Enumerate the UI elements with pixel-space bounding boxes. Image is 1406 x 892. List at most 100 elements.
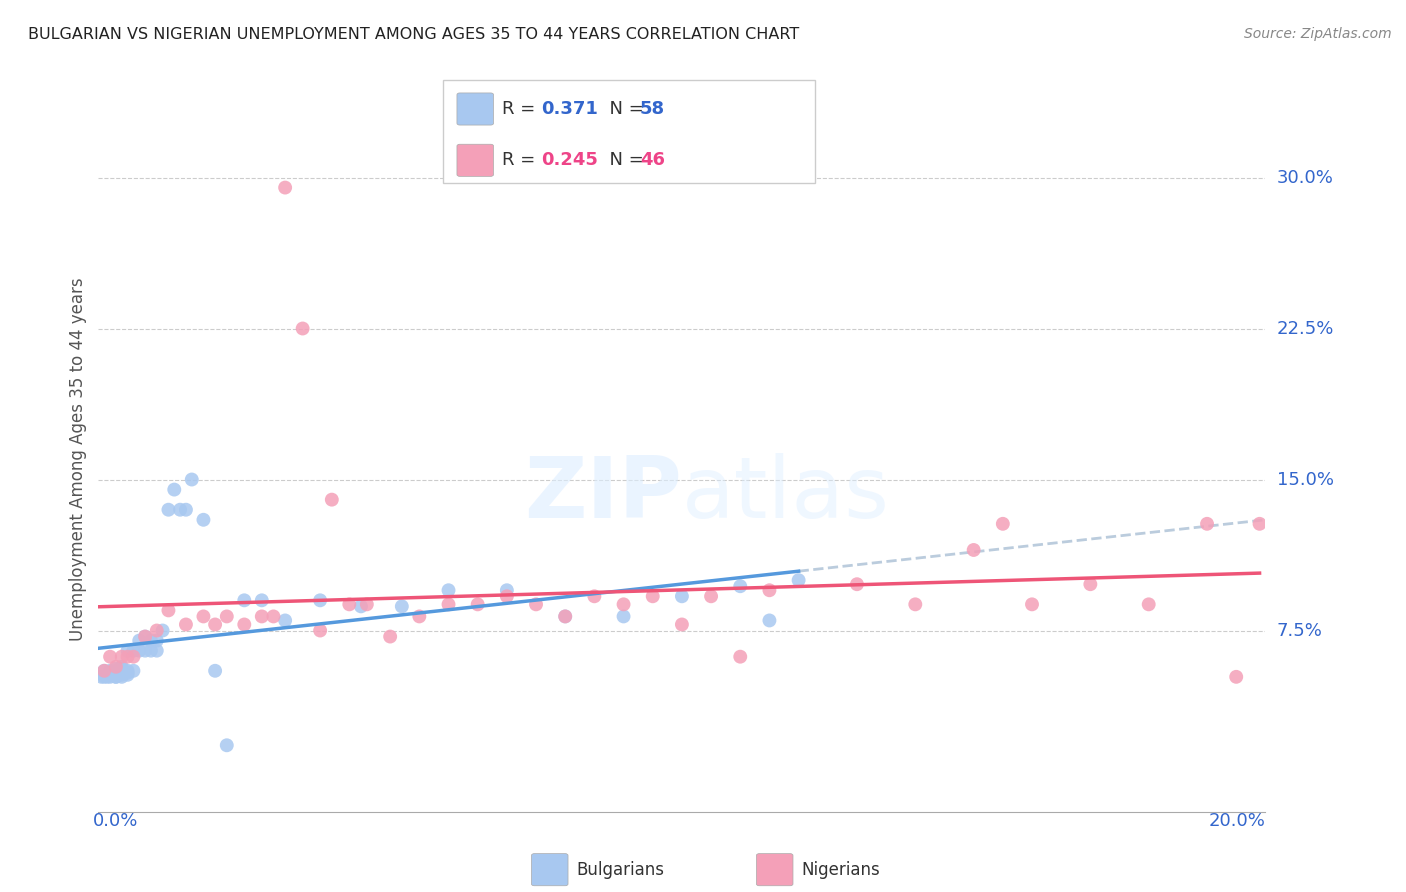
Text: Source: ZipAtlas.com: Source: ZipAtlas.com	[1244, 27, 1392, 41]
Point	[117, 649, 139, 664]
Point	[90, 670, 112, 684]
Point	[104, 670, 127, 684]
Point	[104, 659, 127, 673]
Text: R =: R =	[502, 100, 541, 118]
Point	[337, 598, 360, 612]
Point	[111, 670, 134, 684]
Point	[193, 609, 215, 624]
Point	[193, 513, 215, 527]
Point	[104, 668, 127, 682]
Point	[378, 630, 402, 644]
Point	[98, 668, 121, 682]
Point	[233, 593, 256, 607]
Text: ZIP: ZIP	[524, 453, 682, 536]
Point	[274, 180, 297, 194]
Text: R =: R =	[502, 152, 541, 169]
Point	[117, 665, 139, 680]
Point	[93, 664, 115, 678]
Point	[321, 492, 343, 507]
Point	[250, 609, 273, 624]
Point	[524, 598, 547, 612]
Point	[391, 599, 413, 614]
Point	[671, 589, 693, 603]
Point	[169, 502, 191, 516]
Point	[152, 624, 174, 638]
Point	[291, 321, 314, 335]
Point	[904, 598, 927, 612]
Point	[98, 670, 121, 684]
Text: 0.0%: 0.0%	[93, 812, 138, 830]
Point	[98, 664, 121, 678]
Point	[139, 633, 162, 648]
Point	[215, 609, 238, 624]
Point	[128, 643, 150, 657]
Text: BULGARIAN VS NIGERIAN UNEMPLOYMENT AMONG AGES 35 TO 44 YEARS CORRELATION CHART: BULGARIAN VS NIGERIAN UNEMPLOYMENT AMONG…	[28, 27, 800, 42]
Point	[700, 589, 723, 603]
Point	[146, 624, 169, 638]
Point	[163, 483, 186, 497]
Point	[111, 668, 134, 682]
Point	[350, 599, 373, 614]
Point	[233, 617, 256, 632]
Point	[134, 643, 156, 657]
Point	[1080, 577, 1102, 591]
Point	[104, 670, 127, 684]
Point	[356, 598, 378, 612]
Point	[204, 664, 226, 678]
Point	[111, 662, 134, 676]
Point	[671, 617, 693, 632]
Point	[554, 609, 576, 624]
Point	[101, 668, 124, 682]
Text: 0.245: 0.245	[541, 152, 598, 169]
Point	[134, 630, 156, 644]
Point	[117, 643, 139, 657]
Point	[117, 668, 139, 682]
Point	[134, 630, 156, 644]
Point	[262, 609, 284, 624]
Point	[139, 643, 162, 657]
Point	[98, 665, 121, 680]
Point	[1225, 670, 1247, 684]
Point	[612, 609, 634, 624]
Text: N =: N =	[598, 100, 650, 118]
Point	[787, 573, 810, 587]
Point	[437, 598, 460, 612]
Point	[98, 649, 121, 664]
Point	[111, 664, 134, 678]
Point	[758, 614, 780, 628]
Point	[612, 598, 634, 612]
Point	[274, 614, 297, 628]
Text: Bulgarians: Bulgarians	[576, 861, 665, 879]
Point	[180, 473, 202, 487]
Point	[122, 643, 145, 657]
Text: 7.5%: 7.5%	[1277, 622, 1323, 640]
Point	[845, 577, 868, 591]
Point	[1195, 516, 1218, 531]
Point	[758, 583, 780, 598]
Point	[157, 603, 180, 617]
Point	[962, 543, 984, 558]
Point	[93, 670, 115, 684]
Point	[111, 649, 134, 664]
Point	[309, 593, 332, 607]
Point	[122, 664, 145, 678]
Point	[728, 579, 751, 593]
Point	[146, 643, 169, 657]
Point	[157, 502, 180, 516]
Point	[117, 664, 139, 678]
Point	[495, 589, 517, 603]
Point	[174, 617, 197, 632]
Point	[467, 598, 489, 612]
Point	[96, 670, 118, 684]
Text: 46: 46	[640, 152, 665, 169]
Text: atlas: atlas	[682, 453, 890, 536]
Point	[128, 633, 150, 648]
Point	[104, 665, 127, 680]
Point	[204, 617, 226, 632]
Point	[641, 589, 664, 603]
Text: N =: N =	[598, 152, 650, 169]
Point	[554, 609, 576, 624]
Point	[104, 662, 127, 676]
Text: 30.0%: 30.0%	[1277, 169, 1333, 186]
Text: 20.0%: 20.0%	[1209, 812, 1265, 830]
